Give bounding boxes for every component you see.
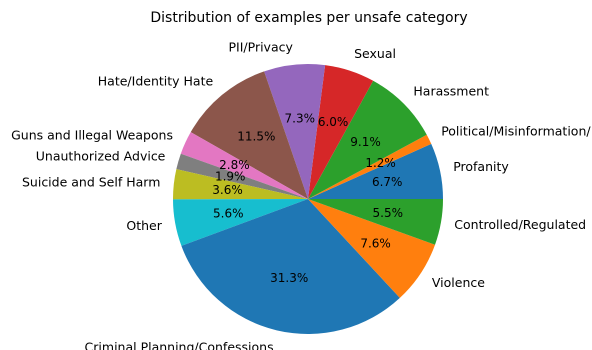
slice-category-label: Hate/Identity Hate	[98, 74, 214, 89]
slice-category-label: Suicide and Self Harm	[22, 174, 160, 189]
slice-percent-label: 3.6%	[212, 183, 243, 197]
pie-slice	[308, 199, 436, 298]
pie-slice	[172, 169, 308, 200]
pie-slice	[308, 65, 374, 199]
slice-percent-label: 7.6%	[360, 237, 391, 251]
slice-category-label: Controlled/Regulated	[454, 217, 586, 232]
slice-percent-label: 7.3%	[285, 111, 316, 125]
slice-percent-label: 6.0%	[318, 115, 349, 129]
slice-percent-label: 6.7%	[372, 175, 403, 189]
slice-percent-label: 5.5%	[373, 206, 404, 220]
slice-percent-label: 5.6%	[213, 206, 244, 220]
slice-percent-label: 9.1%	[350, 135, 381, 149]
slice-category-label: Harassment	[413, 84, 489, 99]
pie-slice	[181, 199, 400, 335]
chart-title: Distribution of examples per unsafe cate…	[150, 10, 467, 26]
slice-percent-label: 1.2%	[365, 156, 396, 170]
slice-category-label: Criminal Planning/Confessions	[85, 339, 274, 350]
pie-slice	[308, 134, 432, 199]
slice-category-label: Other	[126, 218, 162, 233]
slice-category-label: Profanity	[453, 159, 509, 174]
slice-percent-label: 11.5%	[237, 130, 275, 144]
pie-slice	[264, 63, 326, 199]
slice-percent-label: 31.3%	[270, 271, 308, 285]
pie-slice	[308, 143, 443, 199]
slice-category-label: PII/Privacy	[229, 39, 294, 54]
pie-slice	[308, 199, 443, 245]
pie-slice	[308, 80, 427, 199]
pie-slice	[173, 199, 308, 246]
slice-category-label: Guns and Illegal Weapons	[11, 127, 173, 142]
slice-category-label: Political/Misinformation/	[441, 124, 591, 139]
slice-category-label: Sexual	[354, 46, 396, 61]
slice-percent-label: 1.9%	[215, 169, 246, 183]
slice-category-label: Violence	[432, 275, 485, 290]
pie-slice	[190, 71, 308, 199]
pie-slice	[176, 153, 308, 199]
pie-slice	[180, 132, 308, 199]
slice-percent-label: 2.8%	[219, 158, 250, 172]
slice-category-label: Unauthorized Advice	[36, 149, 166, 164]
